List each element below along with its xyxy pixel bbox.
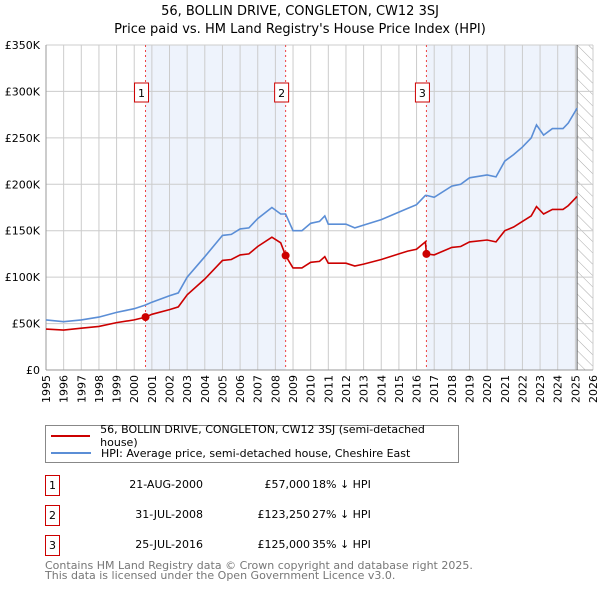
sale-marker-label: 2 [278, 87, 285, 100]
y-tick-label: £100K [5, 271, 41, 284]
transaction-number: 3 [45, 535, 60, 556]
shaded-region [426, 45, 578, 370]
x-tick-label: 2007 [252, 375, 265, 403]
x-tick-label: 2019 [463, 375, 476, 403]
x-tick-label: 2000 [128, 375, 141, 403]
sale-point [281, 251, 290, 260]
footer-licence: This data is licensed under the Open Gov… [45, 569, 396, 582]
transaction-hpi-diff: 35% ↓ HPI [312, 538, 371, 551]
transaction-price: £125,000 [257, 538, 311, 551]
x-tick-label: 2003 [181, 375, 194, 403]
legend-item-hpi: HPI: Average price, semi-detached house,… [46, 445, 410, 461]
legend-swatch-blue [51, 452, 91, 454]
sale-point [141, 313, 150, 322]
x-tick-label: 2025 [569, 375, 582, 403]
legend-label: HPI: Average price, semi-detached house,… [101, 446, 411, 460]
x-tick-label: 2015 [393, 375, 406, 403]
transaction-number: 1 [45, 475, 60, 496]
x-tick-label: 2020 [481, 375, 494, 403]
y-tick-label: £250K [5, 132, 41, 145]
x-tick-label: 2011 [322, 375, 335, 403]
x-tick-label: 2012 [340, 375, 353, 403]
sale-point [422, 249, 431, 258]
sale-marker-box [414, 82, 430, 103]
transaction-price: £123,250 [257, 508, 311, 521]
x-tick-label: 2021 [499, 375, 512, 403]
shaded-region [145, 45, 286, 370]
transaction-price: £57,000 [264, 478, 311, 491]
price-chart: 1995 1996 1997 1998 1999 2000 2001 2002 2003 2004… [5, 39, 600, 403]
transaction-row: 3 25-JUL-2016 £125,000 35% ↓ HPI [45, 535, 445, 556]
x-tick-label: 2016 [411, 375, 424, 403]
x-tick-label: 2026 [587, 375, 600, 403]
x-tick-label: 2005 [216, 375, 229, 403]
legend-label: 56, BOLLIN DRIVE, CONGLETON, CW12 3SJ (s… [100, 423, 425, 449]
legend-item-property: 56, BOLLIN DRIVE, CONGLETON, CW12 3SJ (s… [46, 423, 458, 449]
y-tick-label: £150K [5, 225, 41, 238]
x-tick-label: 2018 [446, 375, 459, 403]
x-tick-label: 2017 [428, 375, 441, 403]
x-tick-label: 2001 [146, 375, 159, 403]
sale-marker-label: 1 [138, 87, 145, 100]
legend: 56, BOLLIN DRIVE, CONGLETON, CW12 3SJ (s… [45, 423, 459, 463]
y-tick-label: £300K [5, 85, 41, 98]
footer-copyright: Contains HM Land Registry data © Crown c… [45, 559, 473, 572]
chart-title: 56, BOLLIN DRIVE, CONGLETON, CW12 3SJ [161, 4, 439, 19]
transaction-hpi-diff: 27% ↓ HPI [312, 508, 371, 521]
series-line-property [45, 195, 578, 331]
x-tick-label: 1997 [75, 375, 88, 403]
legend-swatch-red [51, 435, 91, 437]
x-tick-label: 2009 [287, 375, 300, 403]
x-tick-label: 2008 [269, 375, 282, 403]
transaction-date: 31-JUL-2008 [135, 508, 203, 521]
x-tick-label: 1999 [111, 375, 124, 403]
x-tick-label: 2023 [534, 375, 547, 403]
y-tick-label: £0 [26, 364, 40, 377]
x-tick-label: 1996 [58, 375, 71, 403]
transaction-hpi-diff: 18% ↓ HPI [312, 478, 371, 491]
x-tick-label: 2013 [358, 375, 371, 403]
y-tick-label: £200K [5, 178, 41, 191]
x-tick-label: 2014 [375, 375, 388, 403]
transaction-row: 2 31-JUL-2008 £123,250 27% ↓ HPI [45, 505, 445, 526]
series-line-hpi [45, 107, 578, 323]
sale-marker-label: 3 [419, 87, 426, 100]
chart-subtitle: Price paid vs. HM Land Registry's House … [114, 22, 486, 37]
x-tick-label: 1998 [93, 375, 106, 403]
y-tick-label: £50K [12, 318, 41, 331]
x-tick-label: 2022 [516, 375, 529, 403]
transaction-row: 1 21-AUG-2000 £57,000 18% ↓ HPI [45, 475, 445, 496]
sale-marker-box [274, 82, 290, 103]
x-tick-label: 2002 [164, 375, 177, 403]
y-tick-label: £350K [5, 39, 41, 52]
sale-marker-box [134, 82, 150, 103]
transaction-number: 2 [45, 505, 60, 526]
x-tick-label: 2024 [552, 375, 565, 403]
x-tick-label: 1995 [40, 375, 53, 403]
transaction-date: 21-AUG-2000 [129, 478, 203, 491]
transaction-date: 25-JUL-2016 [135, 538, 203, 551]
forecast-hatch [577, 45, 593, 370]
x-tick-label: 2004 [199, 375, 212, 403]
x-tick-label: 2006 [234, 375, 247, 403]
x-tick-label: 2010 [305, 375, 318, 403]
